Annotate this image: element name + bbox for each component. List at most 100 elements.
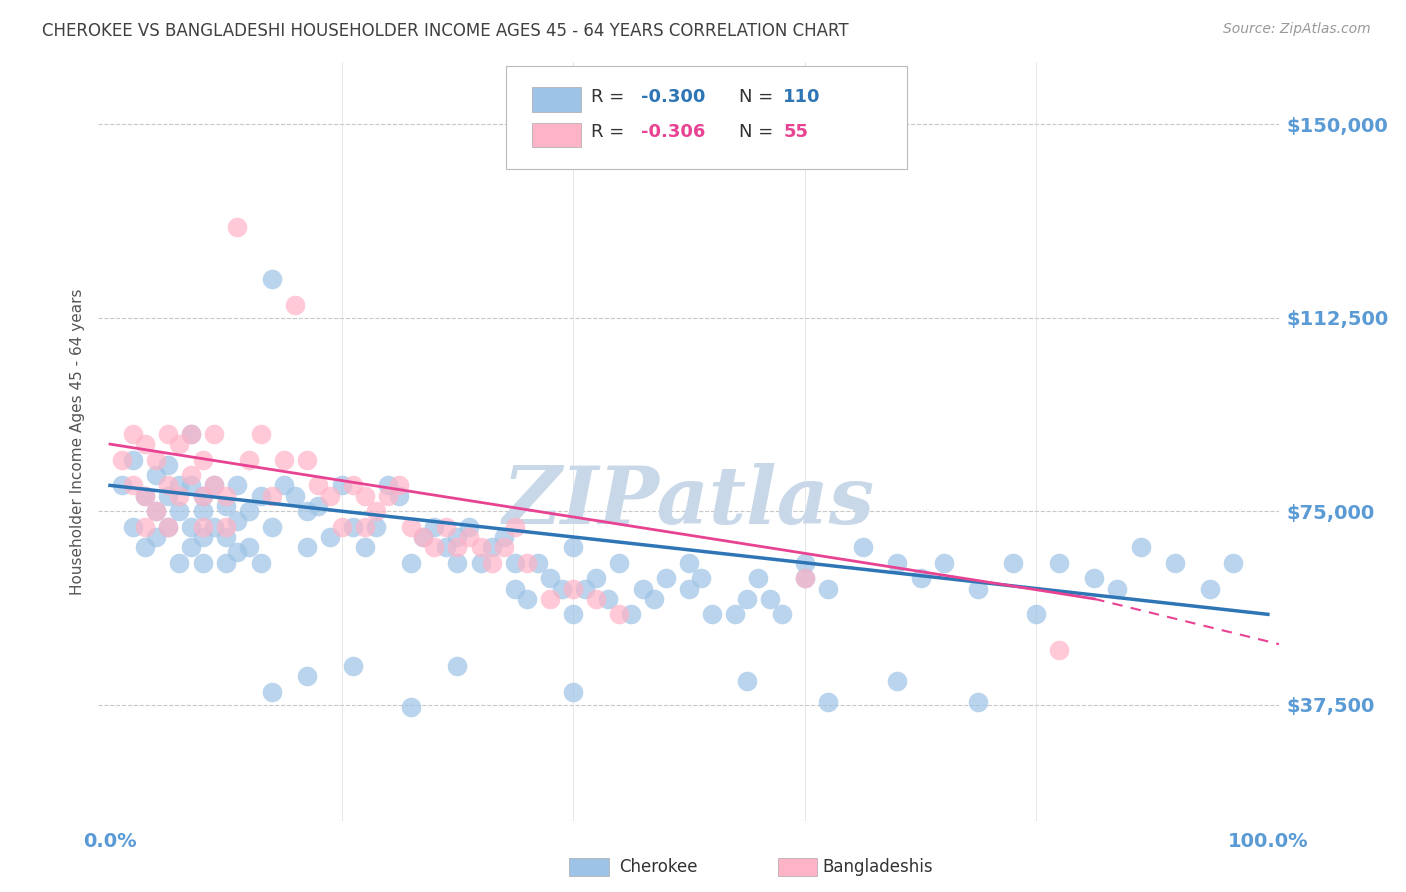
Point — [412, 530, 434, 544]
Point — [156, 478, 179, 492]
Point — [503, 519, 526, 533]
Point — [1222, 556, 1244, 570]
Point — [700, 607, 723, 622]
Point — [585, 571, 607, 585]
Point — [967, 695, 990, 709]
Point — [110, 478, 132, 492]
Point — [295, 452, 318, 467]
Point — [215, 556, 238, 570]
Point — [366, 504, 388, 518]
Point — [238, 541, 260, 555]
Point — [562, 684, 585, 698]
Point — [202, 426, 225, 441]
Point — [793, 571, 815, 585]
Point — [319, 530, 342, 544]
Point — [423, 541, 446, 555]
Point — [180, 426, 202, 441]
Point — [169, 478, 191, 492]
Point — [1199, 582, 1222, 596]
Point — [262, 272, 284, 286]
Point — [967, 582, 990, 596]
Point — [191, 489, 214, 503]
Text: 55: 55 — [783, 123, 808, 141]
Point — [631, 582, 654, 596]
Point — [655, 571, 678, 585]
Point — [886, 556, 908, 570]
Point — [793, 571, 815, 585]
Point — [191, 452, 214, 467]
Point — [596, 591, 619, 606]
Point — [516, 556, 538, 570]
Point — [202, 478, 225, 492]
Point — [492, 541, 515, 555]
Text: ZIPatlas: ZIPatlas — [503, 464, 875, 541]
Point — [353, 489, 375, 503]
Point — [226, 478, 249, 492]
Point — [342, 659, 364, 673]
Point — [353, 519, 375, 533]
Point — [273, 478, 295, 492]
Point — [262, 489, 284, 503]
Point — [215, 519, 238, 533]
Point — [307, 478, 329, 492]
Point — [238, 452, 260, 467]
Point — [180, 478, 202, 492]
Point — [122, 452, 145, 467]
Point — [399, 700, 422, 714]
Point — [562, 541, 585, 555]
Text: CHEROKEE VS BANGLADESHI HOUSEHOLDER INCOME AGES 45 - 64 YEARS CORRELATION CHART: CHEROKEE VS BANGLADESHI HOUSEHOLDER INCO… — [42, 22, 849, 40]
Point — [759, 591, 782, 606]
Point — [156, 458, 179, 472]
Point — [122, 519, 145, 533]
FancyBboxPatch shape — [531, 87, 582, 112]
Point — [180, 541, 202, 555]
Point — [191, 489, 214, 503]
Point — [481, 556, 503, 570]
Point — [191, 530, 214, 544]
Point — [1049, 643, 1071, 657]
Point — [145, 504, 167, 518]
Point — [180, 468, 202, 483]
Point — [562, 607, 585, 622]
Point — [609, 556, 631, 570]
Text: -0.306: -0.306 — [641, 123, 704, 141]
Point — [215, 530, 238, 544]
Point — [262, 519, 284, 533]
Point — [307, 499, 329, 513]
Point — [678, 582, 700, 596]
Point — [503, 556, 526, 570]
Point — [191, 556, 214, 570]
Y-axis label: Householder Income Ages 45 - 64 years: Householder Income Ages 45 - 64 years — [70, 288, 86, 595]
Point — [295, 541, 318, 555]
Point — [180, 519, 202, 533]
Point — [620, 607, 643, 622]
Point — [156, 426, 179, 441]
Point — [388, 478, 411, 492]
Point — [852, 541, 875, 555]
Text: Bangladeshis: Bangladeshis — [823, 858, 934, 876]
Text: R =: R = — [591, 87, 630, 105]
Point — [273, 452, 295, 467]
Point — [793, 556, 815, 570]
Text: Cherokee: Cherokee — [619, 858, 697, 876]
Point — [550, 582, 572, 596]
Point — [215, 499, 238, 513]
Text: R =: R = — [591, 123, 630, 141]
Point — [330, 519, 353, 533]
Point — [388, 489, 411, 503]
Point — [735, 674, 758, 689]
Point — [226, 545, 249, 559]
Text: Source: ZipAtlas.com: Source: ZipAtlas.com — [1223, 22, 1371, 37]
Point — [215, 489, 238, 503]
Point — [643, 591, 665, 606]
Point — [678, 556, 700, 570]
Point — [202, 519, 225, 533]
Point — [353, 541, 375, 555]
Point — [423, 519, 446, 533]
FancyBboxPatch shape — [506, 66, 907, 169]
Point — [770, 607, 793, 622]
Point — [342, 478, 364, 492]
Point — [458, 519, 481, 533]
Point — [134, 519, 156, 533]
Point — [538, 591, 561, 606]
